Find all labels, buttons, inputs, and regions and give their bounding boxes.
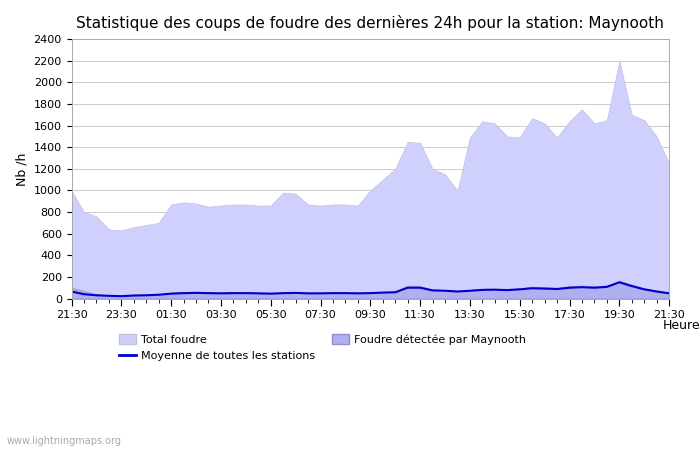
Legend: Total foudre, Moyenne de toutes les stations, Foudre détectée par Maynooth: Total foudre, Moyenne de toutes les stat… — [115, 329, 531, 365]
Text: www.lightningmaps.org: www.lightningmaps.org — [7, 436, 122, 446]
Y-axis label: Nb /h: Nb /h — [15, 152, 28, 185]
X-axis label: Heure: Heure — [662, 320, 700, 332]
Title: Statistique des coups de foudre des dernières 24h pour la station: Maynooth: Statistique des coups de foudre des dern… — [76, 15, 664, 31]
